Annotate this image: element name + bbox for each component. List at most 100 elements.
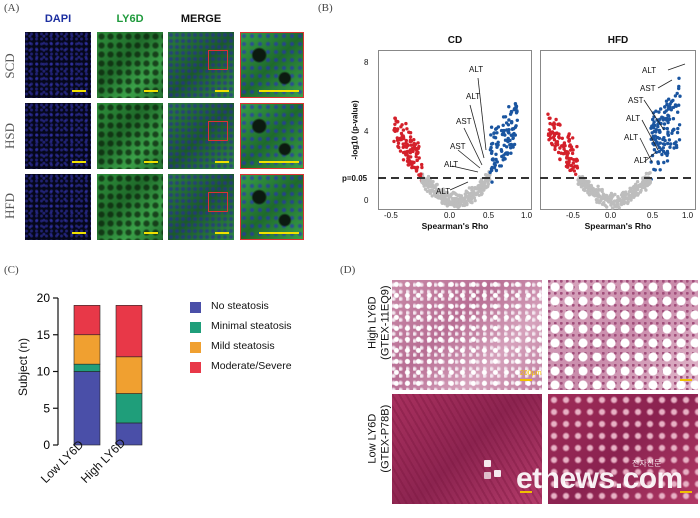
y-tick-label: 10 — [37, 365, 51, 379]
volcano-point — [619, 202, 624, 207]
volcano-point — [509, 151, 513, 155]
volcano-point — [674, 104, 678, 108]
volcano-point — [583, 188, 587, 193]
volcano-point — [569, 156, 573, 161]
volcano-point — [401, 128, 406, 132]
volcano-point — [608, 198, 613, 202]
volcano-point — [408, 139, 412, 144]
volcano-point — [667, 114, 671, 118]
volcano-point — [652, 167, 656, 172]
volcano-point — [666, 107, 671, 111]
volcano-point — [508, 112, 513, 116]
volcano-point — [587, 180, 591, 184]
volcano-point — [396, 120, 400, 124]
volcano-point — [666, 133, 671, 137]
volcano-point — [556, 150, 561, 155]
volcano-point — [414, 146, 418, 151]
volcano-point — [652, 148, 657, 152]
volcano-point — [393, 126, 397, 131]
volcano-point — [393, 122, 397, 127]
volcano-point — [473, 186, 478, 191]
volcano-point — [658, 130, 662, 134]
he-row2-label: Low LY6D (GTEX-P78B) — [366, 384, 391, 494]
volcano-point — [546, 133, 551, 137]
volcano-point — [677, 76, 681, 80]
volcano-point — [628, 186, 632, 190]
volcano-point — [668, 145, 672, 149]
volcano-point — [397, 145, 401, 150]
volcano-point — [569, 163, 573, 168]
volcano-point — [498, 164, 502, 168]
volcano-point — [615, 199, 619, 203]
volcano-point — [647, 171, 651, 176]
volcano-point — [414, 154, 418, 159]
volcano-point — [567, 139, 571, 143]
hfd-label-4: ALT — [626, 114, 641, 123]
volcano-point — [502, 128, 506, 133]
volcano-point — [661, 137, 665, 142]
volcano-point — [667, 138, 672, 142]
he-image-low-high-mag — [548, 394, 698, 504]
volcano-point — [411, 149, 415, 154]
zoom-frame-hsd — [240, 103, 304, 169]
image-zoom-hfd — [240, 174, 304, 240]
volcano-point — [671, 117, 676, 121]
volcano-point — [547, 128, 551, 132]
volcano-point — [481, 185, 486, 190]
volcano-point — [425, 189, 430, 193]
volcano-point — [507, 118, 511, 122]
volcano-point — [654, 150, 659, 154]
volcano-point — [468, 198, 472, 202]
volcano-point — [548, 116, 552, 120]
volcano-point — [662, 160, 666, 165]
cd-label-5: ALT — [444, 160, 459, 169]
volcano-point — [407, 130, 411, 134]
volcano-point — [417, 156, 421, 160]
bar-segment-mild-steatosis-0 — [73, 334, 101, 365]
panel-b-letter: (B) — [318, 2, 333, 14]
he-row2-label-line1: Low LY6D — [366, 413, 379, 464]
volcano-point — [570, 167, 574, 171]
volcano-point — [660, 152, 664, 157]
legend-minimal-steatosis: Minimal steatosis — [211, 320, 292, 332]
volcano-point — [509, 142, 513, 147]
volcano-point — [473, 198, 477, 203]
hfd-xtick-2: 0.0 — [605, 211, 617, 220]
volcano-point — [656, 125, 660, 129]
volcano-point — [488, 170, 492, 175]
volcano-point — [654, 141, 658, 145]
volcano-point — [408, 159, 412, 164]
volcano-point — [485, 184, 490, 189]
volcano-point — [467, 193, 472, 198]
volcano-point — [436, 196, 441, 200]
volcano-point — [624, 190, 628, 194]
volcano-point — [445, 204, 449, 208]
volcano-point — [676, 126, 680, 131]
volcano-point — [657, 149, 661, 154]
volcano-point — [586, 189, 590, 193]
volcano-point — [479, 188, 483, 193]
volcano-point — [405, 127, 409, 131]
volcano-point — [477, 193, 481, 197]
image-dapi-hsd — [25, 103, 91, 169]
volcano-point — [569, 148, 573, 152]
image-zoom-hsd — [240, 103, 304, 169]
volcano-point — [597, 200, 602, 205]
volcano-point — [664, 99, 669, 103]
volcano-point — [506, 151, 510, 155]
image-dapi-hfd — [25, 174, 91, 240]
volcano-hfd-frame — [540, 50, 696, 210]
volcano-point — [399, 131, 404, 136]
volcano-point — [669, 142, 673, 146]
volcano-point — [662, 122, 667, 126]
volcano-point — [605, 205, 609, 209]
image-ly6d-hfd — [97, 174, 163, 240]
volcano-point — [675, 91, 679, 96]
ytick-4: 4 — [364, 127, 369, 136]
watermark-logo-icon — [484, 460, 514, 484]
volcano-point — [637, 183, 641, 188]
volcano-point — [417, 144, 421, 149]
y-tick-label: 15 — [37, 328, 51, 342]
volcano-point — [484, 173, 488, 177]
hfd-label-1: ALT — [642, 66, 657, 75]
